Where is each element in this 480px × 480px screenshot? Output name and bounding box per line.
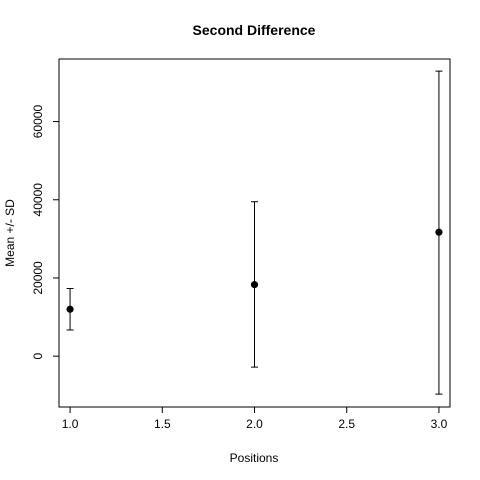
y-tick-label: 60000 xyxy=(31,105,45,139)
x-tick-label: 2.0 xyxy=(246,417,263,431)
y-axis: 0 20000 40000 60000 xyxy=(31,105,59,360)
y-tick-label: 40000 xyxy=(31,183,45,217)
x-tick-label: 3.0 xyxy=(431,417,448,431)
mean-point xyxy=(250,281,259,289)
y-axis-label: Mean +/- SD xyxy=(3,199,17,267)
y-tick-label: 0 xyxy=(31,353,45,360)
mean-point xyxy=(435,228,443,236)
x-tick-label: 1.5 xyxy=(154,417,171,431)
data-marks xyxy=(66,70,443,395)
y-tick-label: 20000 xyxy=(31,261,45,295)
x-axis: 1.0 1.5 2.0 2.5 3.0 xyxy=(62,407,448,431)
mean-point xyxy=(66,305,74,313)
x-axis-label: Positions xyxy=(230,451,279,465)
x-tick-label: 2.5 xyxy=(338,417,355,431)
x-tick-label: 1.0 xyxy=(62,417,79,431)
chart-title: Second Difference xyxy=(193,22,316,38)
